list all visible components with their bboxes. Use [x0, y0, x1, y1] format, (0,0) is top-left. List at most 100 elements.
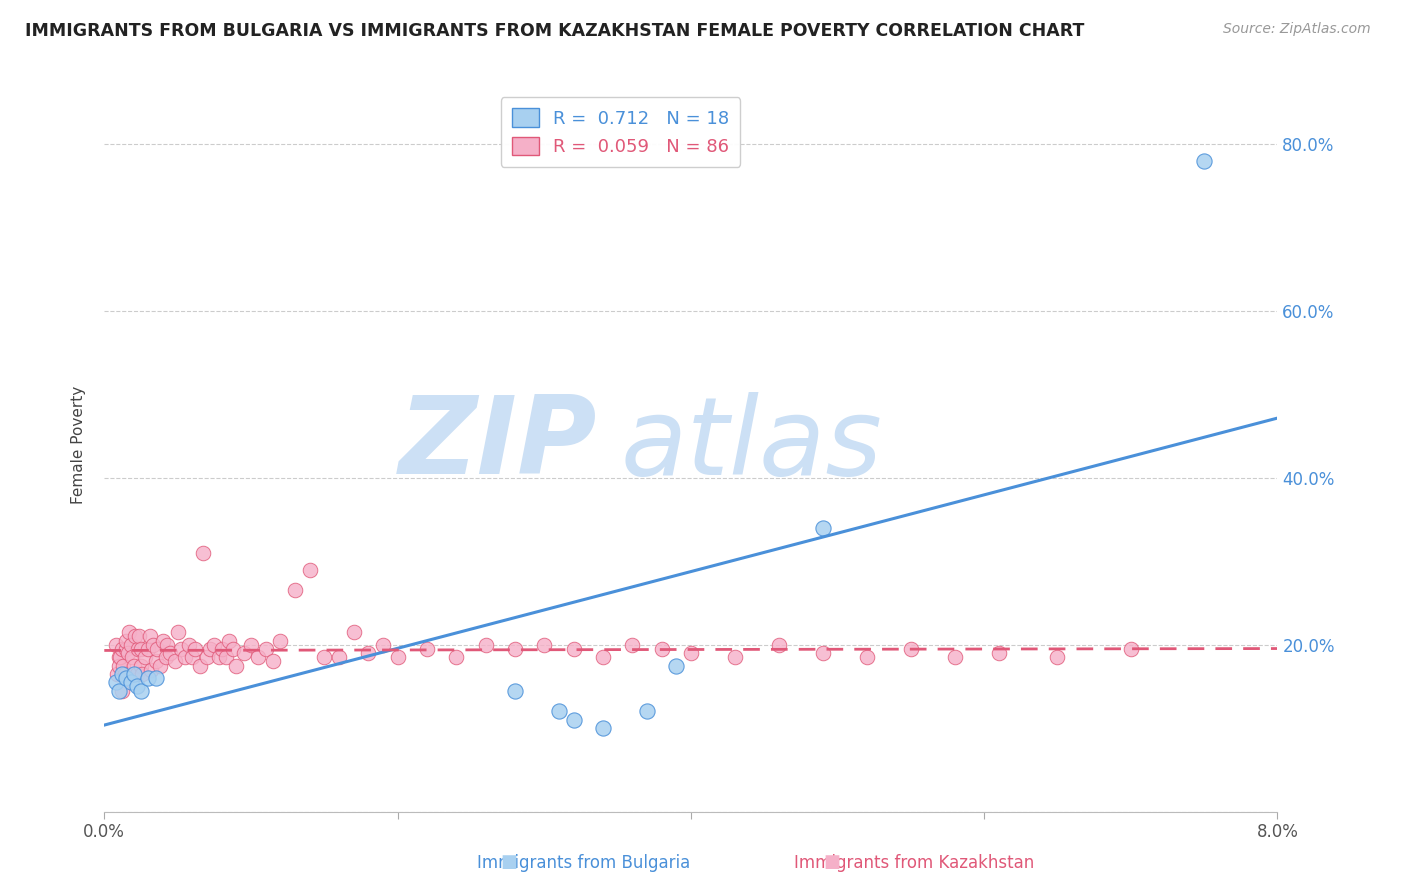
Point: [105, 675, 128, 690]
Point: [387, 650, 409, 665]
Point: [191, 546, 214, 560]
Point: [122, 666, 145, 681]
Point: [811, 646, 834, 660]
Point: [169, 641, 191, 656]
Point: [142, 638, 165, 652]
Point: [111, 683, 134, 698]
Point: [127, 641, 149, 656]
Point: [129, 641, 152, 656]
Point: [298, 563, 321, 577]
Point: [115, 671, 138, 685]
Point: [129, 683, 152, 698]
Point: [134, 650, 156, 665]
Point: [131, 666, 153, 681]
Point: [145, 671, 167, 685]
Text: ■: ■: [824, 853, 841, 871]
Point: [562, 641, 585, 656]
Point: [156, 638, 179, 652]
Point: [342, 625, 364, 640]
Point: [218, 633, 240, 648]
Point: [125, 666, 148, 681]
Point: [128, 629, 150, 643]
Point: [166, 625, 188, 640]
Point: [124, 629, 146, 643]
Point: [211, 641, 233, 656]
Point: [136, 671, 159, 685]
Point: [120, 638, 142, 652]
Point: [125, 679, 148, 693]
Point: [152, 633, 174, 648]
Text: ■: ■: [501, 853, 517, 871]
Point: [202, 638, 225, 652]
Point: [111, 641, 134, 656]
Point: [768, 638, 790, 652]
Point: [987, 646, 1010, 660]
Point: [149, 658, 172, 673]
Point: [371, 638, 394, 652]
Point: [108, 658, 131, 673]
Point: [900, 641, 922, 656]
Point: [188, 658, 211, 673]
Point: [222, 641, 245, 656]
Legend: R =  0.712   N = 18, R =  0.059   N = 86: R = 0.712 N = 18, R = 0.059 N = 86: [501, 97, 740, 167]
Text: Source: ZipAtlas.com: Source: ZipAtlas.com: [1223, 22, 1371, 37]
Point: [120, 675, 142, 690]
Point: [621, 638, 644, 652]
Point: [163, 654, 186, 668]
Point: [141, 663, 163, 677]
Point: [547, 705, 569, 719]
Text: Immigrants from Kazakhstan: Immigrants from Kazakhstan: [794, 855, 1033, 872]
Point: [139, 629, 162, 643]
Point: [314, 650, 336, 665]
Point: [254, 641, 277, 656]
Point: [174, 650, 197, 665]
Point: [328, 650, 350, 665]
Point: [474, 638, 496, 652]
Point: [195, 650, 218, 665]
Point: [724, 650, 747, 665]
Point: [650, 641, 672, 656]
Point: [811, 521, 834, 535]
Point: [112, 658, 135, 673]
Point: [145, 654, 167, 668]
Point: [108, 650, 131, 665]
Point: [503, 641, 526, 656]
Point: [592, 721, 614, 735]
Point: [284, 583, 307, 598]
Point: [856, 650, 879, 665]
Point: [159, 646, 181, 660]
Point: [679, 646, 702, 660]
Point: [181, 650, 204, 665]
Point: [179, 638, 201, 652]
Point: [503, 683, 526, 698]
Point: [117, 646, 139, 660]
Point: [269, 633, 291, 648]
Point: [592, 650, 614, 665]
Text: Immigrants from Bulgaria: Immigrants from Bulgaria: [477, 855, 690, 872]
Point: [155, 650, 177, 665]
Point: [136, 641, 159, 656]
Point: [232, 646, 254, 660]
Point: [208, 650, 231, 665]
Point: [111, 666, 134, 681]
Point: [239, 638, 262, 652]
Point: [122, 658, 145, 673]
Point: [115, 633, 138, 648]
Point: [129, 658, 152, 673]
Point: [105, 638, 128, 652]
Text: atlas: atlas: [620, 392, 883, 497]
Point: [247, 650, 270, 665]
Point: [225, 658, 247, 673]
Point: [444, 650, 467, 665]
Point: [533, 638, 555, 652]
Point: [118, 625, 141, 640]
Point: [115, 641, 138, 656]
Point: [121, 650, 143, 665]
Point: [562, 713, 585, 727]
Point: [108, 683, 131, 698]
Point: [636, 705, 658, 719]
Point: [198, 641, 221, 656]
Point: [1119, 641, 1142, 656]
Point: [665, 658, 688, 673]
Text: IMMIGRANTS FROM BULGARIA VS IMMIGRANTS FROM KAZAKHSTAN FEMALE POVERTY CORRELATIO: IMMIGRANTS FROM BULGARIA VS IMMIGRANTS F…: [25, 22, 1084, 40]
